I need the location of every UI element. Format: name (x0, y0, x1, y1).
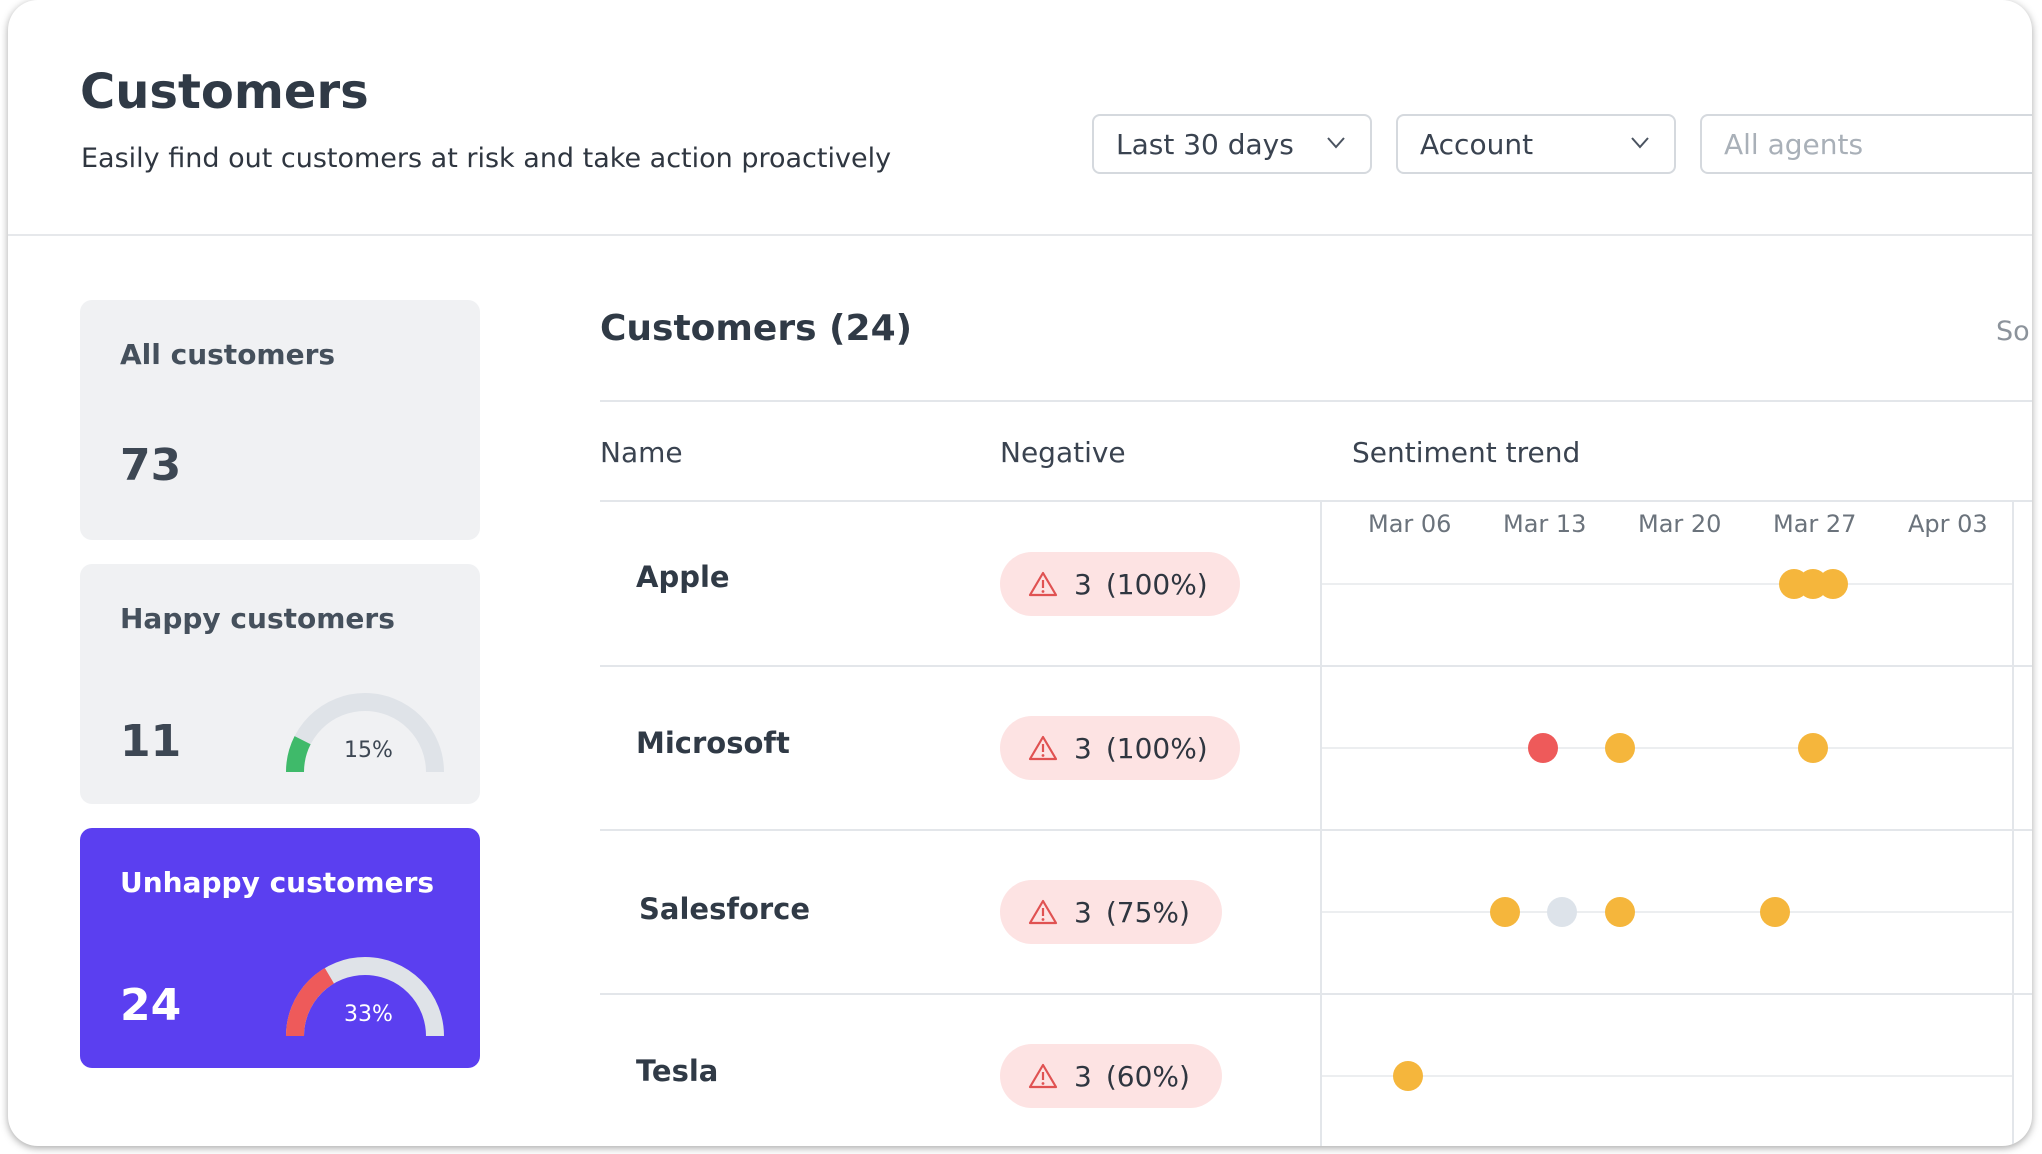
sentiment-dot-neutral[interactable] (1605, 897, 1636, 927)
negative-badge: 3 (75%) (1000, 880, 1222, 944)
column-header-sentiment-trend[interactable]: Sentiment trend (1352, 436, 1581, 469)
customer-name[interactable]: Salesforce (639, 892, 811, 926)
negative-count: 3 (1074, 1059, 1092, 1093)
date-range-value: Last 30 days (1116, 127, 1294, 161)
list-divider (600, 400, 2032, 402)
negative-percent: (100%) (1105, 731, 1208, 765)
customer-name[interactable]: Apple (636, 560, 730, 594)
gauge-fill (285, 736, 311, 773)
gauge-fill (286, 967, 335, 1037)
account-value: Account (1420, 127, 1534, 161)
happy-gauge (285, 693, 444, 773)
date-range-select[interactable]: Last 30 days (1092, 114, 1372, 174)
date-tick: Mar 20 (1638, 510, 1722, 538)
date-tick: Mar 06 (1368, 510, 1452, 538)
sentiment-dot-negative[interactable] (1528, 733, 1559, 763)
row-divider (600, 829, 2032, 831)
chevron-down-icon (1327, 137, 1345, 149)
unhappy-gauge (286, 957, 444, 1037)
negative-badge: 3 (100%) (1000, 716, 1240, 780)
trend-baseline (1322, 747, 2012, 749)
column-header-name[interactable]: Name (600, 436, 683, 469)
customers-panel: Customers Easily find out customers at r… (8, 0, 2032, 1146)
header-divider (8, 234, 2032, 236)
negative-count: 3 (1074, 567, 1092, 601)
negative-count: 3 (1074, 731, 1092, 765)
agents-select[interactable]: All agents (1700, 114, 2032, 174)
negative-percent: (75%) (1105, 895, 1190, 929)
trend-column-right-divider (2012, 502, 2014, 1146)
trend-baseline (1322, 1075, 2012, 1077)
customers-list-title: Customers (24) (600, 308, 913, 349)
negative-badge: 3 (100%) (1000, 552, 1240, 616)
negative-percent: (100%) (1105, 567, 1208, 601)
column-header-negative[interactable]: Negative (1000, 436, 1126, 469)
negative-badge: 3 (60%) (1000, 1044, 1222, 1108)
happy-customers-card[interactable]: Happy customers 11 15% (80, 564, 480, 804)
card-label: Unhappy customers (120, 866, 435, 899)
warning-icon (1028, 735, 1058, 761)
header-row-divider (600, 500, 2032, 502)
date-tick: Mar 13 (1503, 510, 1587, 538)
card-label: Happy customers (120, 602, 395, 635)
sentiment-dot-neutral[interactable] (1759, 897, 1790, 927)
page-title: Customers (80, 64, 369, 120)
sort-control[interactable]: Sort (1996, 316, 2032, 347)
trend-baseline (1322, 583, 2012, 585)
all-customers-card[interactable]: All customers 73 (80, 300, 480, 540)
sentiment-dot-neutral[interactable] (1489, 897, 1520, 927)
customer-name[interactable]: Tesla (636, 1054, 719, 1088)
card-value: 24 (120, 980, 182, 1031)
sentiment-dot-neutral[interactable] (1605, 733, 1636, 763)
account-select[interactable]: Account (1396, 114, 1676, 174)
customer-name[interactable]: Microsoft (636, 726, 790, 760)
date-tick: Mar 27 (1773, 510, 1857, 538)
sentiment-dot-none[interactable] (1547, 897, 1578, 927)
warning-icon (1028, 1063, 1058, 1089)
page-subtitle: Easily find out customers at risk and ta… (81, 143, 892, 174)
gauge-percent: 15% (344, 738, 393, 763)
sentiment-dot-neutral[interactable] (1817, 569, 1848, 599)
sentiment-dot-neutral[interactable] (1798, 733, 1829, 763)
date-tick: Apr 03 (1908, 510, 1988, 538)
gauge-percent: 33% (344, 1002, 393, 1027)
warning-icon (1028, 899, 1058, 925)
chevron-down-icon (1631, 137, 1649, 149)
agents-placeholder: All agents (1724, 127, 1864, 161)
row-divider (600, 665, 2032, 667)
warning-icon (1028, 571, 1058, 597)
trend-baseline (1322, 911, 2012, 913)
row-divider (600, 993, 2032, 995)
card-label: All customers (120, 338, 336, 371)
unhappy-customers-card[interactable]: Unhappy customers 24 33% (80, 828, 480, 1068)
negative-percent: (60%) (1105, 1059, 1190, 1093)
trend-column-divider (1320, 502, 1322, 1146)
negative-count: 3 (1074, 895, 1092, 929)
sentiment-dot-neutral[interactable] (1393, 1061, 1423, 1091)
card-value: 11 (120, 716, 182, 767)
card-value: 73 (120, 440, 182, 491)
